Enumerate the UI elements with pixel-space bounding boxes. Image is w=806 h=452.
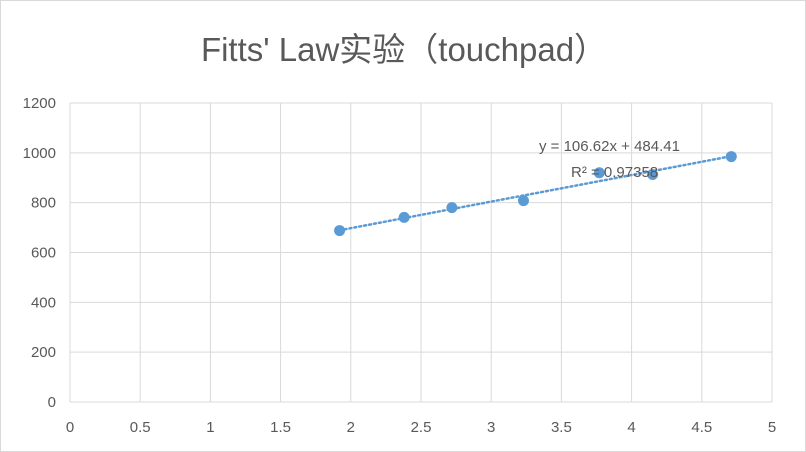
data-point <box>517 195 529 207</box>
data-point <box>725 151 737 163</box>
x-tick-label: 4 <box>627 419 635 436</box>
data-point <box>593 167 605 179</box>
x-tick-label: 0.5 <box>130 419 151 436</box>
y-tick-label: 0 <box>48 394 56 411</box>
y-tick-label: 800 <box>31 195 56 212</box>
y-tick-label: 600 <box>31 245 56 262</box>
y-tick-label: 1000 <box>23 145 56 162</box>
y-tick-label: 1200 <box>23 95 56 112</box>
x-tick-label: 1.5 <box>270 419 291 436</box>
x-tick-label: 4.5 <box>691 419 712 436</box>
y-tick-label: 400 <box>31 294 56 311</box>
data-point <box>446 202 458 214</box>
trendline-r-squared: R² = 0.97358 <box>571 164 658 181</box>
y-tick-labels: 0 200 400 600 800 1000 1200 <box>23 95 56 411</box>
grid-lines <box>69 102 773 403</box>
y-tick-label: 200 <box>31 344 56 361</box>
data-point <box>647 169 659 181</box>
data-points <box>334 151 737 237</box>
trendline-group <box>338 154 733 232</box>
trendline <box>338 154 733 232</box>
x-tick-label: 1 <box>206 419 214 436</box>
trendline-equation: y = 106.62x + 484.41 <box>539 138 680 155</box>
x-tick-labels: 0 0.5 1 1.5 2 2.5 3 3.5 4 4.5 5 <box>66 419 776 436</box>
trendline-annotations: y = 106.62x + 484.41 R² = 0.97358 <box>539 138 680 181</box>
x-tick-label: 0 <box>66 419 74 436</box>
data-point <box>398 211 410 223</box>
data-point <box>334 225 346 237</box>
x-tick-label: 3 <box>487 419 495 436</box>
x-tick-label: 2 <box>347 419 355 436</box>
x-tick-label: 3.5 <box>551 419 572 436</box>
x-tick-label: 2.5 <box>411 419 432 436</box>
x-tick-label: 5 <box>768 419 776 436</box>
chart-title: Fitts' Law实验（touchpad） <box>200 31 608 68</box>
